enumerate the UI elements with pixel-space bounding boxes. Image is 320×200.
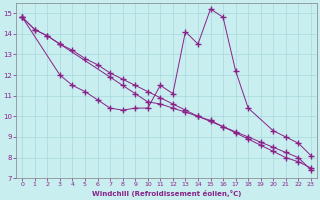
X-axis label: Windchill (Refroidissement éolien,°C): Windchill (Refroidissement éolien,°C) — [92, 190, 241, 197]
